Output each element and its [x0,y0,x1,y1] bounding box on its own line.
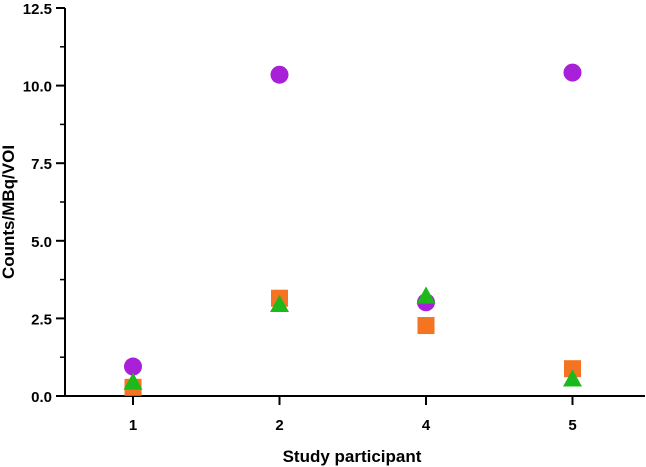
y-tick-label: 0.0 [31,389,52,406]
point-square [417,317,435,335]
x-tick-label: 2 [275,417,283,434]
y-axis-label: Counts/MBq/VOI [0,145,18,279]
y-tick-label: 12.5 [23,1,52,18]
y-tick-label: 10.0 [23,79,52,96]
point-circle [270,65,289,84]
y-tick-label: 5.0 [31,234,52,251]
point-square [564,360,581,378]
x-tick-label: 1 [129,417,137,434]
point-circle [124,357,142,376]
x-axis: 1 2 4 5 [65,395,645,434]
x-tick-label: 4 [422,417,431,434]
point-circle [563,63,582,82]
x-axis-label: Study participant [283,447,422,466]
y-axis: 0.0 2.5 5.0 7.5 10.0 12.5 [23,1,66,406]
point-triangle [563,369,582,387]
x-tick-label: 5 [568,417,576,434]
data-points [123,63,582,396]
point-triangle [270,294,289,313]
point-triangle [123,372,143,390]
y-tick-label: 7.5 [31,156,52,173]
point-triangle [416,286,436,304]
y-tick-label: 2.5 [31,311,52,328]
